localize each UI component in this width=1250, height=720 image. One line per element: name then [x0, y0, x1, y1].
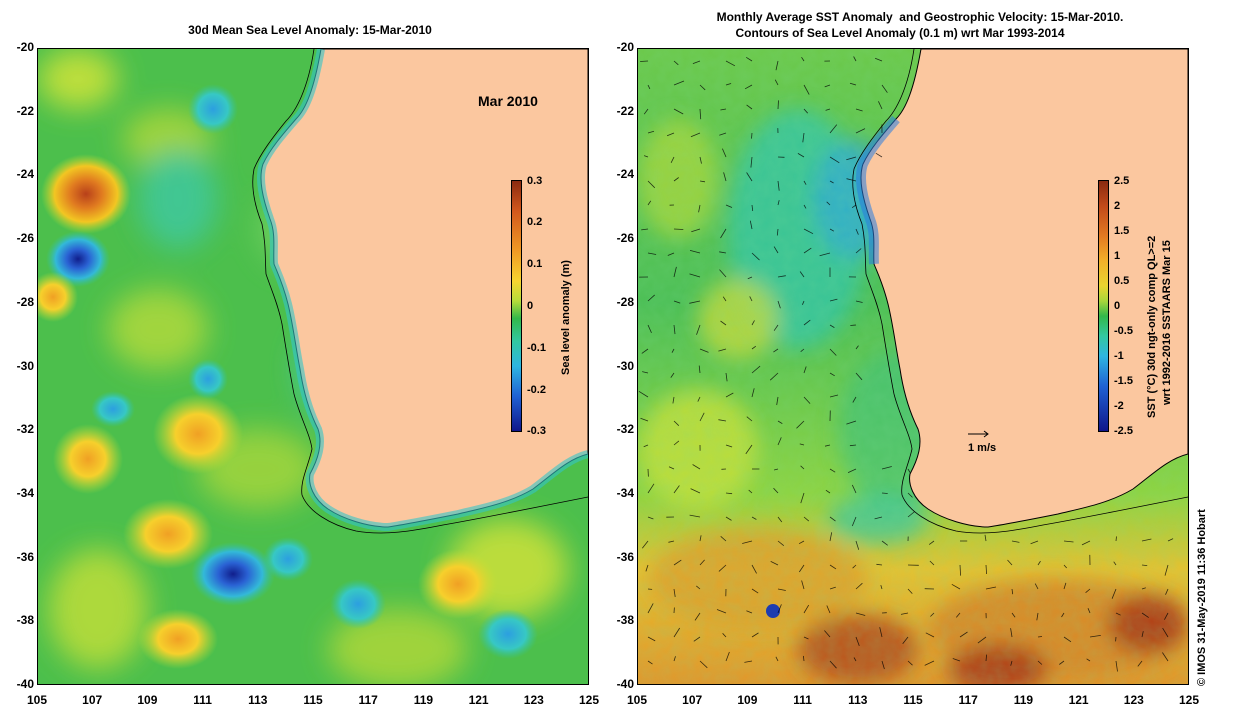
imos-credit: © IMOS 31-May-2019 11:36 Hobart	[1196, 509, 1208, 686]
sla-tick-2: 0.1	[527, 258, 543, 270]
left-lat-tick: -40	[16, 677, 34, 691]
right-lat-tick: -24	[616, 167, 634, 182]
right-lat-tick: -38	[616, 613, 634, 628]
sla-tick-3: 0	[527, 300, 534, 312]
left-lon-tick: 123	[523, 693, 544, 707]
sea-level-colorbar	[511, 180, 522, 432]
velocity-scale-label: 1 m/s	[968, 442, 996, 454]
right-lon-tick: 113	[848, 693, 868, 707]
sla-tick-5: -0.2	[527, 384, 546, 396]
sea-level-anomaly-map: Mar 2010	[37, 48, 589, 685]
left-map-title: 30d Mean Sea Level Anomaly: 15-Mar-2010	[188, 23, 432, 37]
cold-eddy-1	[46, 231, 110, 287]
right-lon-tick: 109	[737, 693, 758, 707]
left-lon-tick: 115	[303, 693, 323, 707]
sst-tick-7: -1	[1114, 350, 1124, 362]
right-lat-tick: -34	[616, 485, 634, 500]
right-lat-tick: -36	[616, 549, 634, 564]
right-lat-tick: -22	[616, 103, 634, 118]
right-lat-tick: -20	[616, 40, 634, 54]
right-lat-tick: -26	[616, 231, 634, 246]
sst-tick-2: 1.5	[1114, 225, 1130, 237]
sst-colorbar	[1098, 180, 1109, 432]
sst-anomaly-field: 1 m/s	[638, 49, 1188, 684]
right-lon-tick: 125	[1178, 693, 1200, 707]
right-lat-tick: -32	[616, 422, 634, 437]
sla-colorbar-label: Sea level anomaly (m)	[560, 260, 572, 375]
sla-tick-1: 0.2	[527, 216, 543, 228]
shelf-contour-right	[852, 49, 1188, 534]
sst-colorbar-label-1: SST (°C) 30d ngt-only comp QL>=2	[1146, 235, 1158, 418]
sst-tick-9: -2	[1114, 400, 1124, 412]
left-lat-tick: -30	[16, 358, 34, 373]
right-lat-tick: -40	[616, 677, 634, 691]
left-lat-tick: -26	[16, 231, 34, 246]
right-lon-tick: 115	[903, 693, 923, 707]
sst-tick-8: -1.5	[1114, 375, 1133, 387]
sst-tick-10: -2.5	[1114, 425, 1133, 437]
cold-eddy-2	[191, 542, 275, 606]
sst-tick-0: 2.5	[1114, 175, 1130, 187]
left-lon-tick: 113	[248, 693, 268, 707]
sst-tick-5: 0	[1114, 300, 1121, 312]
sst-anomaly-map: 1 m/s	[637, 48, 1189, 685]
left-lat-tick: -34	[16, 485, 34, 500]
left-lon-tick: 111	[193, 693, 212, 707]
left-lon-tick: 109	[137, 693, 158, 707]
right-map-title-line2: Contours of Sea Level Anomaly (0.1 m) wr…	[735, 26, 1065, 40]
left-lat-tick: -38	[16, 613, 34, 628]
right-map-title-line1: Monthly Average SST Anomaly and Geostrop…	[716, 10, 1124, 24]
left-lat-tick: -22	[16, 103, 34, 118]
sst-tick-6: -0.5	[1114, 325, 1133, 337]
left-lat-tick: -28	[16, 294, 34, 309]
left-lat-tick: -32	[16, 422, 34, 437]
sea-level-anomaly-field: Mar 2010	[38, 49, 588, 684]
right-lon-tick: 107	[682, 693, 703, 707]
coastal-cool-band	[856, 115, 900, 265]
velocity-arrows	[638, 56, 1174, 672]
left-lon-tick: 117	[358, 693, 378, 707]
coastal-shelf	[257, 49, 588, 532]
right-lon-tick: 123	[1123, 693, 1144, 707]
right-lat-tick: -28	[616, 294, 634, 309]
sst-tick-4: 0.5	[1114, 275, 1130, 287]
left-lat-tick: -36	[16, 549, 34, 564]
right-lon-tick: 105	[626, 693, 648, 707]
shelf-break-contour	[252, 49, 588, 534]
left-lon-tick: 107	[82, 693, 103, 707]
left-lat-tick: -20	[16, 40, 34, 54]
sla-tick-0: 0.3	[527, 175, 543, 187]
month-label: Mar 2010	[478, 93, 538, 109]
warm-eddy-1	[41, 154, 131, 234]
right-lon-tick: 117	[958, 693, 978, 707]
sst-tick-3: 1	[1114, 250, 1121, 262]
sst-colorbar-label-2: wrt 1992-2016 SSTAARS Mar 15	[1161, 240, 1173, 405]
right-lon-tick: 121	[1068, 693, 1089, 707]
left-lon-tick: 119	[413, 693, 434, 707]
left-lon-tick: 105	[26, 693, 48, 707]
right-lon-tick: 119	[1013, 693, 1034, 707]
right-lat-tick: -30	[616, 358, 634, 373]
cold-spot	[766, 604, 780, 618]
sla-tick-4: -0.1	[527, 342, 546, 354]
sla-tick-6: -0.3	[527, 425, 546, 437]
left-lon-tick: 121	[468, 693, 489, 707]
right-lon-tick: 111	[793, 693, 812, 707]
sst-tick-1: 2	[1114, 200, 1121, 212]
left-lat-tick: -24	[16, 167, 34, 182]
left-lon-tick: 125	[578, 693, 600, 707]
